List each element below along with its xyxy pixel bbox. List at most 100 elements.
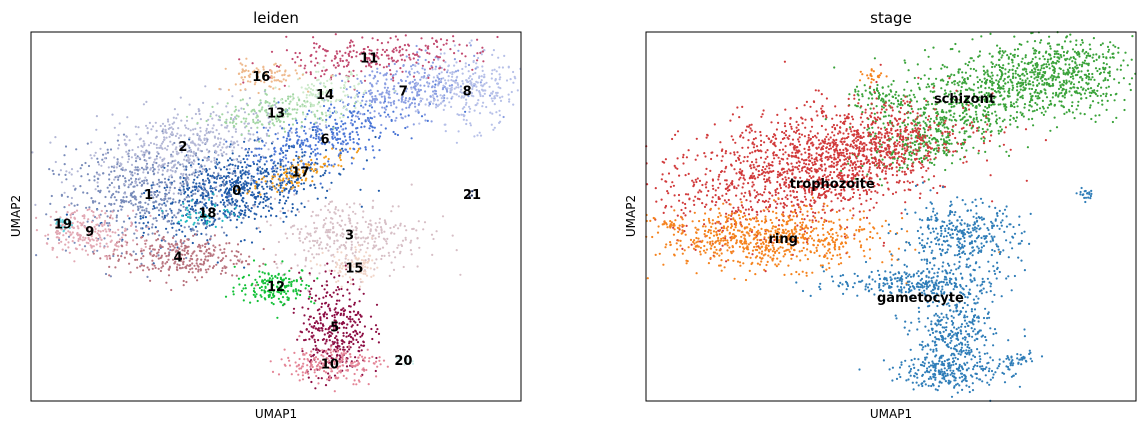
cluster-7-point	[417, 88, 420, 91]
cluster-4-point	[235, 255, 238, 258]
cluster-1-point	[140, 227, 143, 230]
cluster-1-point	[172, 198, 175, 201]
cluster-1-point	[120, 208, 123, 211]
cluster-7-point	[371, 84, 374, 87]
cluster-0-point	[259, 201, 262, 204]
cluster-10-point	[326, 378, 329, 381]
cluster-3-point	[337, 209, 340, 212]
cluster-7-point	[369, 82, 372, 85]
cluster-15-point	[372, 274, 375, 277]
cluster-8-point	[473, 82, 476, 86]
cluster-6-point	[314, 137, 318, 140]
cluster-2-point	[150, 128, 153, 131]
cluster-3-point	[315, 253, 318, 256]
cluster-3-point	[366, 236, 369, 240]
cluster-9-point	[95, 223, 98, 226]
cluster-4-point	[183, 253, 187, 256]
cluster-8-point	[477, 99, 480, 102]
cluster-10-point	[350, 361, 353, 364]
cluster-4-point	[108, 265, 111, 268]
cluster-2-point	[121, 156, 124, 159]
cluster-6-point	[244, 148, 247, 151]
cluster-8-point	[452, 79, 455, 82]
cluster-17-point	[337, 164, 340, 167]
cluster-11-point	[341, 54, 344, 57]
cluster-11-point	[344, 51, 347, 55]
cluster-1-point	[117, 185, 121, 188]
cluster-1-point	[134, 177, 138, 181]
cluster-17-point	[260, 178, 263, 181]
cluster-6-point	[282, 136, 285, 139]
cluster-11-point	[382, 66, 385, 69]
cluster-2-point	[170, 155, 173, 158]
cluster-3-point	[273, 197, 277, 200]
cluster-12-point	[267, 273, 270, 276]
cluster-6-point	[384, 127, 387, 130]
cluster-11-point	[332, 64, 335, 67]
cluster-5-point	[321, 329, 324, 332]
cluster-2-point	[198, 144, 201, 147]
cluster-8-point	[469, 107, 472, 110]
cluster-10-point	[303, 358, 306, 361]
cluster-13-point	[205, 119, 208, 123]
cluster-0-point	[241, 191, 244, 194]
cluster-12-point	[270, 296, 273, 299]
cluster-12-point	[240, 289, 244, 292]
cluster-4-point	[198, 244, 201, 247]
cluster-4-point	[203, 252, 206, 255]
cluster-14-point	[343, 84, 346, 87]
cluster-15-point	[341, 262, 344, 265]
cluster-3-point	[382, 237, 385, 240]
cluster-12-point	[254, 278, 257, 281]
cluster-8-point	[480, 88, 484, 91]
cluster-1-point	[106, 151, 110, 154]
cluster-6-point	[363, 125, 366, 128]
cluster-0-point	[265, 169, 268, 173]
cluster-0-point	[182, 176, 185, 180]
cluster-3-point	[392, 250, 395, 253]
cluster-6-point	[279, 168, 282, 171]
cluster-6-point	[392, 130, 395, 134]
cluster-0-point	[198, 182, 201, 185]
cluster-11-point	[338, 72, 341, 75]
cluster-8-point	[511, 70, 515, 74]
cluster-5-point	[358, 331, 361, 334]
cluster-12-point	[297, 289, 300, 292]
cluster-12-point	[264, 282, 267, 285]
cluster-4-point	[217, 256, 220, 259]
cluster-3-point	[336, 248, 339, 251]
cluster-13-point	[224, 121, 227, 124]
cluster-6-point	[357, 117, 361, 120]
cluster-13-point	[313, 113, 316, 116]
cluster-1-point	[164, 195, 167, 198]
cluster-0-point	[195, 182, 198, 185]
cluster-1-point	[133, 232, 136, 235]
cluster-15-point	[333, 269, 336, 272]
cluster-6-point	[298, 145, 302, 148]
cluster-12-point	[261, 279, 264, 282]
cluster-9-point	[56, 232, 59, 235]
cluster-14-point	[356, 100, 359, 103]
cluster-4-point	[185, 245, 188, 248]
cluster-10-point	[295, 365, 298, 368]
cluster-9-point	[109, 214, 112, 217]
cluster-11-point	[352, 44, 355, 47]
cluster-5-point	[320, 302, 324, 305]
cluster-1-point	[152, 173, 155, 176]
cluster-0-point	[247, 182, 250, 185]
cluster-0-point	[197, 158, 200, 161]
cluster-1-point	[64, 145, 68, 148]
cluster-4-point	[187, 245, 190, 248]
cluster-16-point	[224, 67, 227, 70]
cluster-4-point	[231, 274, 234, 277]
cluster-2-point	[203, 134, 207, 137]
cluster-12-point	[285, 292, 288, 295]
cluster-1-point	[130, 181, 134, 184]
cluster-8-point	[456, 113, 459, 116]
cluster-11-point	[313, 46, 316, 49]
cluster-5-point	[332, 291, 335, 294]
cluster-10-point	[356, 368, 359, 371]
cluster-6-point	[270, 159, 273, 162]
cluster-5-point	[323, 288, 326, 291]
cluster-10-point	[363, 356, 367, 359]
